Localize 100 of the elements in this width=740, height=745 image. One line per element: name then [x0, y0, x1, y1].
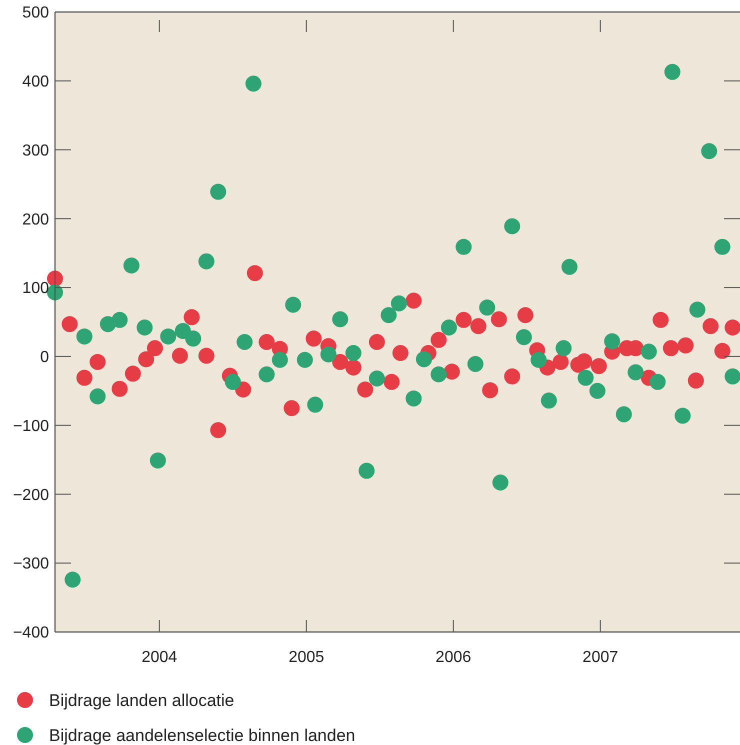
point: [552, 354, 569, 370]
point: [160, 328, 176, 344]
point: [467, 356, 484, 372]
point: [357, 382, 374, 398]
point: [724, 320, 740, 336]
x-tick-label: 2007: [582, 649, 618, 666]
point: [64, 572, 81, 588]
point: [406, 390, 422, 406]
x-tick-label: 2004: [142, 649, 178, 666]
point: [440, 320, 457, 336]
y-tick-label: 200: [22, 211, 50, 228]
point: [224, 374, 241, 390]
legend-label: Bijdrage aandelenselectie binnen landen: [49, 726, 356, 745]
point: [628, 364, 644, 380]
point: [284, 400, 300, 416]
point: [540, 392, 557, 409]
y-tick-label: −300: [12, 556, 50, 573]
point: [724, 368, 740, 384]
point: [504, 218, 520, 234]
point: [714, 342, 730, 359]
point: [285, 296, 302, 313]
point: [561, 258, 578, 275]
point: [406, 292, 422, 309]
point: [236, 334, 253, 350]
point: [688, 372, 704, 389]
y-tick-label: 500: [22, 4, 50, 22]
point: [456, 312, 472, 328]
point: [701, 143, 718, 160]
point: [198, 253, 214, 270]
point: [652, 312, 669, 328]
y-tick-label: 300: [22, 142, 50, 160]
point: [345, 359, 362, 376]
point: [76, 370, 92, 386]
point: [296, 352, 313, 368]
point: [714, 238, 730, 255]
point: [184, 309, 200, 326]
point: [650, 374, 666, 390]
point: [258, 366, 275, 382]
point: [470, 318, 486, 334]
point: [210, 422, 226, 438]
point: [272, 352, 288, 368]
point: [146, 340, 163, 356]
point: [492, 474, 508, 490]
point: [368, 334, 385, 350]
point: [516, 329, 532, 346]
point: [517, 307, 534, 324]
y-tick-label: −100: [12, 418, 50, 435]
point: [490, 311, 507, 328]
point: [332, 354, 348, 370]
point: [392, 345, 408, 361]
point: [504, 368, 520, 384]
point: [345, 345, 362, 361]
point: [90, 354, 106, 370]
point: [589, 382, 606, 399]
point: [640, 344, 657, 360]
point: [530, 352, 547, 368]
y-tick-label: 0: [40, 349, 50, 366]
point: [62, 316, 78, 332]
y-tick-label: −200: [12, 486, 50, 504]
point: [150, 452, 166, 468]
legend-label: Bijdrage landen allocatie: [49, 690, 234, 710]
point: [678, 337, 694, 354]
point: [479, 300, 496, 316]
point: [430, 366, 447, 382]
point: [662, 340, 679, 356]
point: [556, 340, 572, 356]
point: [664, 64, 680, 80]
point: [124, 366, 141, 382]
point: [198, 348, 214, 364]
point: [482, 382, 498, 398]
point: [136, 320, 153, 336]
point: [380, 307, 397, 324]
point: [307, 396, 324, 413]
point: [123, 258, 140, 274]
point: [576, 353, 592, 370]
point: [456, 238, 472, 255]
y-tick-label: 100: [22, 280, 50, 298]
point: [172, 348, 188, 364]
point: [210, 184, 226, 200]
y-tick-label: −400: [12, 624, 50, 642]
point: [332, 311, 348, 328]
point: [245, 76, 262, 92]
point: [416, 351, 432, 368]
x-tick-label: 2006: [436, 649, 472, 666]
point: [76, 328, 92, 344]
point: [689, 302, 706, 318]
point: [258, 334, 275, 350]
point: [590, 358, 607, 374]
point: [616, 406, 632, 422]
y-tick-label: 400: [22, 73, 50, 90]
point: [604, 333, 620, 350]
point: [368, 370, 385, 386]
point: [306, 330, 322, 347]
point: [112, 380, 128, 397]
point: [578, 370, 594, 386]
point: [444, 364, 460, 380]
point: [320, 346, 336, 362]
point: [138, 351, 154, 368]
point: [390, 295, 407, 312]
point: [358, 462, 375, 479]
